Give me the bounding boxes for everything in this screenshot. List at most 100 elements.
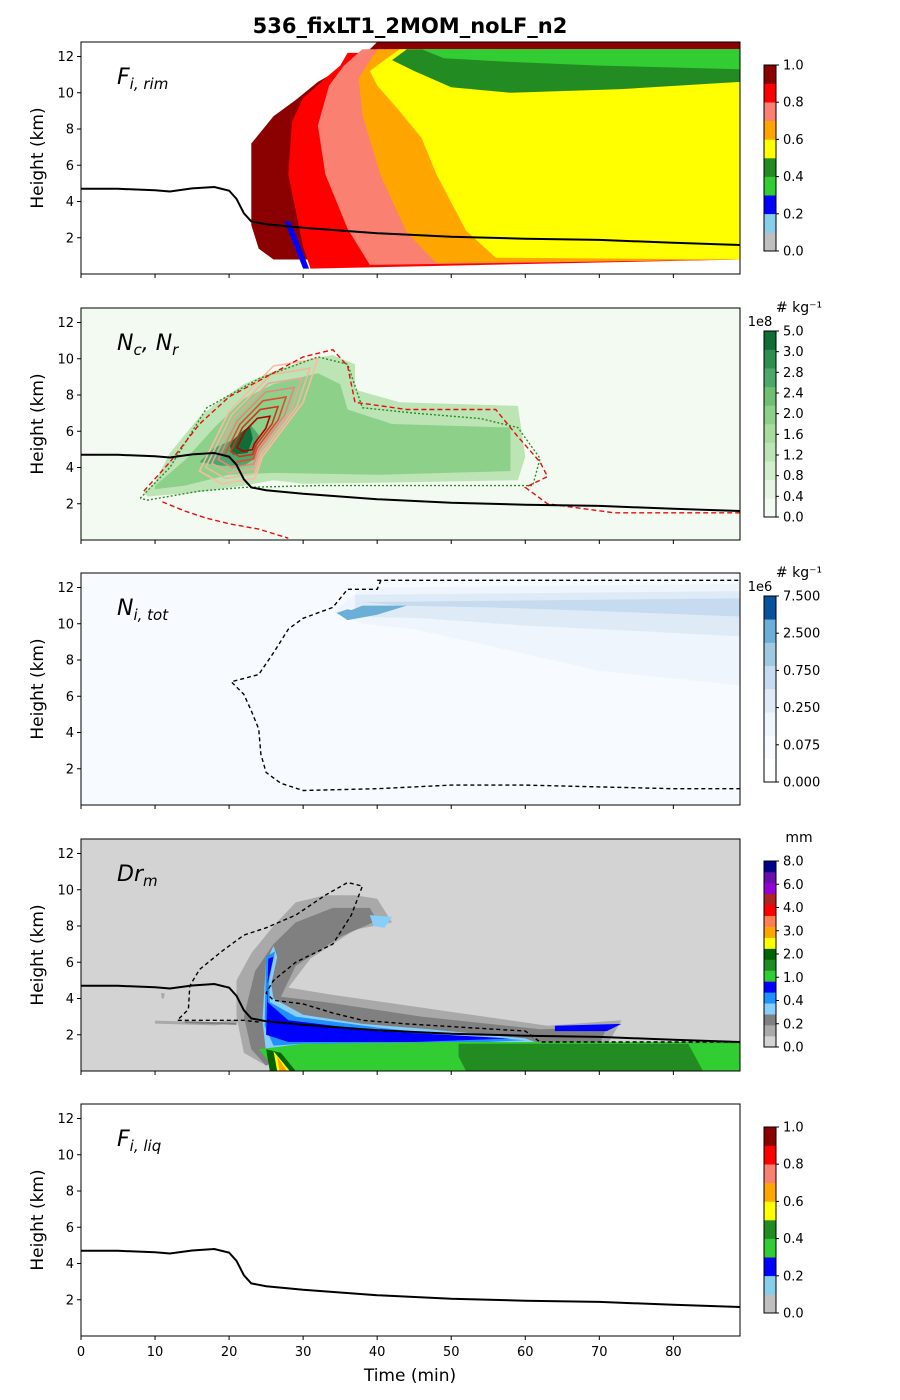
colorbar-segment (764, 331, 776, 350)
x-tick-label: 0 (77, 1345, 85, 1360)
y-tick-label: 8 (66, 920, 74, 935)
colorbar-tick-label: 8.0 (783, 855, 804, 870)
rain-diameter-field (161, 993, 165, 999)
colorbar-segment (764, 1275, 776, 1295)
colorbar-segment (764, 970, 776, 982)
line-series (81, 451, 740, 512)
rime-field-region (284, 221, 310, 269)
rime-field-region (421, 49, 740, 70)
colorbar-segment (764, 1036, 776, 1048)
x-tick-label: 30 (295, 1345, 312, 1360)
colorbar-segment (764, 1127, 776, 1146)
rain-contour (198, 357, 320, 485)
panel-label: Fi, rim (117, 65, 168, 93)
rain-contour (204, 367, 312, 480)
y-tick-label: 12 (57, 50, 74, 65)
colorbar-tick-label: 0.6 (783, 1195, 804, 1210)
y-tick-label: 10 (57, 86, 74, 101)
y-tick-label: 4 (66, 1257, 74, 1272)
colorbar-frame (763, 1126, 777, 1314)
colorbar-segment (764, 213, 776, 233)
y-tick-label: 12 (57, 581, 74, 596)
cloud-contour (175, 881, 740, 1043)
colorbar-tick-label: 3.0 (783, 345, 804, 360)
y-tick-label: 4 (66, 992, 74, 1007)
colorbar-tick-label: 3.0 (783, 924, 804, 939)
colorbar-segment (764, 120, 776, 140)
colorbar-segment (764, 937, 776, 949)
colorbar-tick-label: 0.0 (783, 1307, 804, 1322)
y-tick-label: 10 (57, 352, 74, 367)
colorbar-segment (764, 926, 776, 938)
axes-frame (80, 572, 741, 806)
x-tick-label: 70 (591, 1345, 608, 1360)
colorbar-segment (764, 1294, 776, 1314)
colorbar-tick-label: 7.500 (783, 590, 820, 605)
colorbar-tick-label: 0.000 (783, 776, 820, 791)
plot-area (81, 1247, 740, 1308)
colorbar-tick-label: 0.8 (783, 469, 804, 484)
colorbar-tick-label: 0.6 (783, 133, 804, 148)
colorbar-segment (764, 424, 776, 443)
y-tick-label: 12 (57, 316, 74, 331)
x-tick-label: 40 (369, 1345, 386, 1360)
colorbar-segment (764, 195, 776, 215)
colorbar-tick-label: 0.0 (783, 1041, 804, 1056)
y-tick-label: 12 (57, 847, 74, 862)
colorbar-segment (764, 1220, 776, 1239)
colorbar-segment (764, 1003, 776, 1015)
y-axis-label: Height (km) (28, 107, 48, 208)
colorbar-tick-label: 0.8 (783, 96, 804, 111)
y-tick-label: 2 (66, 762, 74, 777)
colorbar-segment (764, 915, 776, 927)
y-tick-label: 4 (66, 461, 74, 476)
colorbar-tick-label: 1.0 (783, 59, 804, 74)
axes-frame (80, 838, 741, 1072)
y-tick-label: 4 (66, 726, 74, 741)
rain-diameter-field (266, 956, 511, 1042)
x-tick-label: 20 (221, 1345, 238, 1360)
colorbar-tick-label: 2.4 (783, 387, 804, 402)
rain-contour (223, 395, 288, 463)
colorbar-tick-label: 1.0 (783, 971, 804, 986)
y-tick-label: 8 (66, 123, 74, 138)
line-series (81, 1247, 740, 1308)
y-axis-label: Height (km) (28, 638, 48, 739)
plot-area (81, 573, 740, 805)
colorbar-tick-label: 2.0 (783, 407, 804, 422)
y-tick-label: 6 (66, 159, 74, 174)
ice-number-field (340, 605, 407, 621)
colorbar-segment (764, 712, 776, 736)
rime-field-region (369, 49, 740, 260)
rain-diameter-field (277, 1056, 287, 1071)
plot-area (81, 42, 740, 269)
colorbar-segment (764, 83, 776, 103)
colorbar-tick-label: 6.0 (783, 878, 804, 893)
colorbar-segment (764, 1257, 776, 1277)
colorbar-tick-label: 0.4 (783, 170, 804, 185)
colorbar-segment (764, 642, 776, 667)
rain-diameter-field (273, 1051, 290, 1071)
rain-contour (229, 405, 280, 458)
colorbar-segment (764, 349, 776, 369)
panel-label: Ni, tot (117, 596, 169, 624)
colorbar-tick-label: 1.6 (783, 428, 804, 443)
colorbar-segment (764, 176, 776, 196)
colorbar-segment (764, 689, 776, 713)
rain-diameter-field (264, 951, 526, 1046)
plot-area (81, 839, 740, 1071)
ice-number-field (362, 598, 740, 617)
panel-label: Nc, Nr (117, 331, 179, 359)
colorbar-segment (764, 102, 776, 122)
colorbar-segment (764, 461, 776, 481)
colorbar-tick-label: 0.4 (783, 490, 804, 505)
rain-diameter-field (554, 1023, 622, 1032)
colorbar-tick-label: 0.2 (783, 1017, 804, 1032)
colorbar-tick-label: 1.2 (783, 449, 804, 464)
colorbar-tick-label: 2.0 (783, 948, 804, 963)
colorbar-segment (764, 158, 776, 177)
colorbar-segment (764, 139, 776, 159)
y-tick-label: 4 (66, 195, 74, 210)
colorbar-segment (764, 1145, 776, 1165)
